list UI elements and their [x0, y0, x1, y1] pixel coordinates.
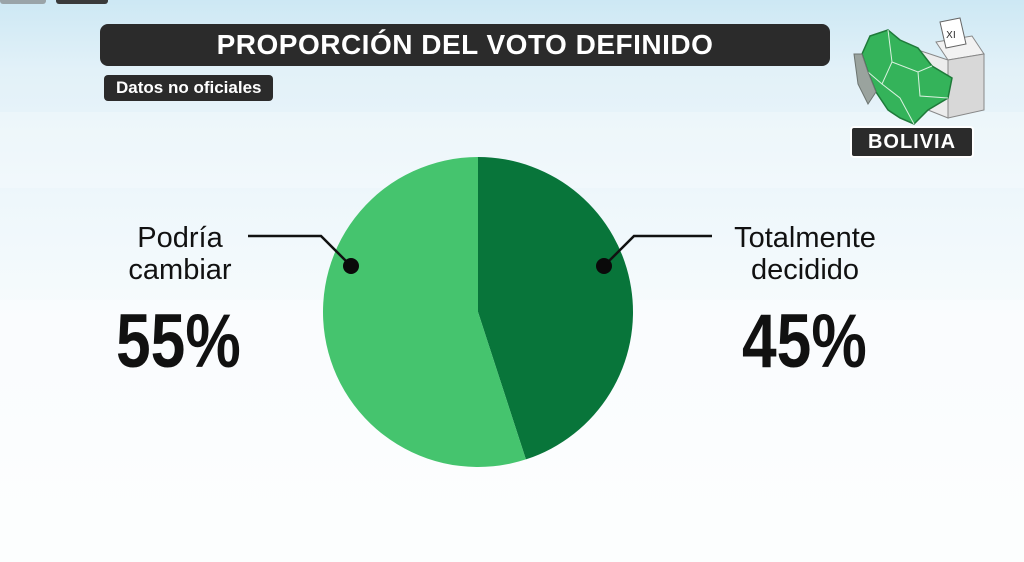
svg-text:XI: XI	[946, 30, 956, 41]
bolivia-map-icon	[853, 29, 953, 125]
top-tab	[56, 0, 108, 4]
value-label-totalmente-decidido: 45%	[742, 299, 867, 384]
label-podria-cambiar: Podría cambiar	[112, 222, 248, 286]
label-totalmente-decidido: Totalmente decidido	[720, 222, 890, 286]
label-line: cambiar	[128, 254, 232, 286]
leader-podria-cambiar-dot	[343, 258, 359, 274]
chart-title: PROPORCIÓN DEL VOTO DEFINIDO	[100, 24, 830, 66]
leader-podria-cambiar-line	[248, 234, 352, 267]
leader-totalmente-decidido-dot	[596, 258, 612, 274]
chart-subtitle: Datos no oficiales	[104, 75, 274, 101]
label-line: Podría	[137, 222, 223, 254]
bolivia-logo: XI	[853, 17, 985, 125]
pie-slice-podr-a-cambiar	[322, 157, 526, 468]
leader-totalmente-decidido-line	[603, 234, 712, 267]
value-label-podria-cambiar: 55%	[116, 299, 241, 384]
label-line: decidido	[750, 254, 860, 286]
country-badge: BOLIVIA	[850, 126, 974, 158]
pie-slice-totalmente-decidido	[478, 157, 633, 460]
label-line: Totalmente	[734, 222, 876, 254]
top-tab	[0, 0, 46, 4]
